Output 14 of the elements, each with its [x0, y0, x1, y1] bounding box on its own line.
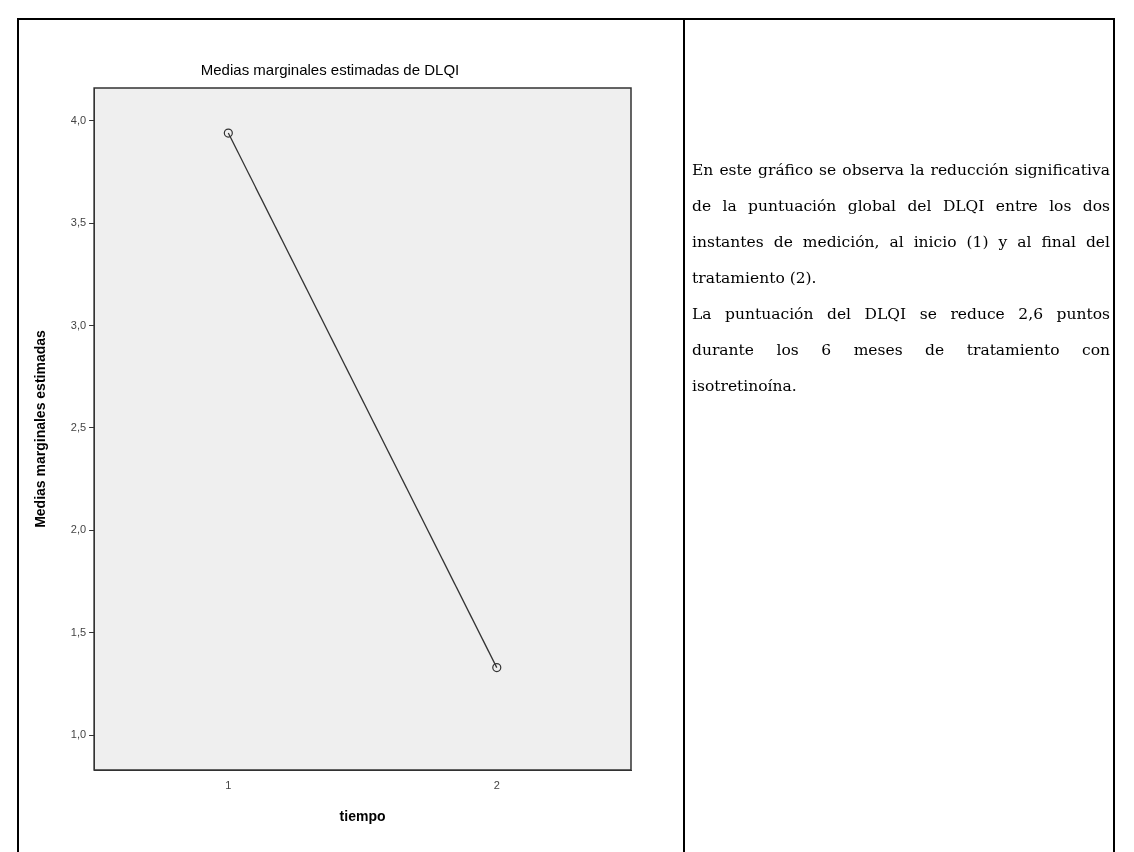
y-tick-label: 1,0: [70, 728, 87, 741]
text: En este gráfico se observa la reducción significativa de la puntuación global del DLQI entre los dos instantes de medición, al inicio (1) y al final del tratamiento (2).: [692, 160, 1110, 289]
y-tick-label: 2,5: [70, 421, 87, 434]
y-tick-label: 2,0: [70, 523, 87, 536]
x-tick-label: 2: [493, 778, 500, 791]
y-tick-label: 3,5: [70, 216, 87, 229]
x-tick-label: 1: [225, 778, 232, 791]
text: La puntuación del DLQI se reduce 2,6 puntos durante los 6 meses de tratamiento con isotretinoína.: [692, 304, 1110, 397]
y-tick-label: 4,0: [70, 113, 87, 126]
chart-title: Medias marginales estimadas de DLQI: [200, 61, 460, 79]
y-tick-label: 3,0: [70, 318, 87, 331]
y-tick-label: 1,5: [70, 625, 87, 638]
x-axis-title: tiempo: [339, 808, 386, 825]
y-axis-title: Medias marginales estimadas: [32, 329, 49, 528]
